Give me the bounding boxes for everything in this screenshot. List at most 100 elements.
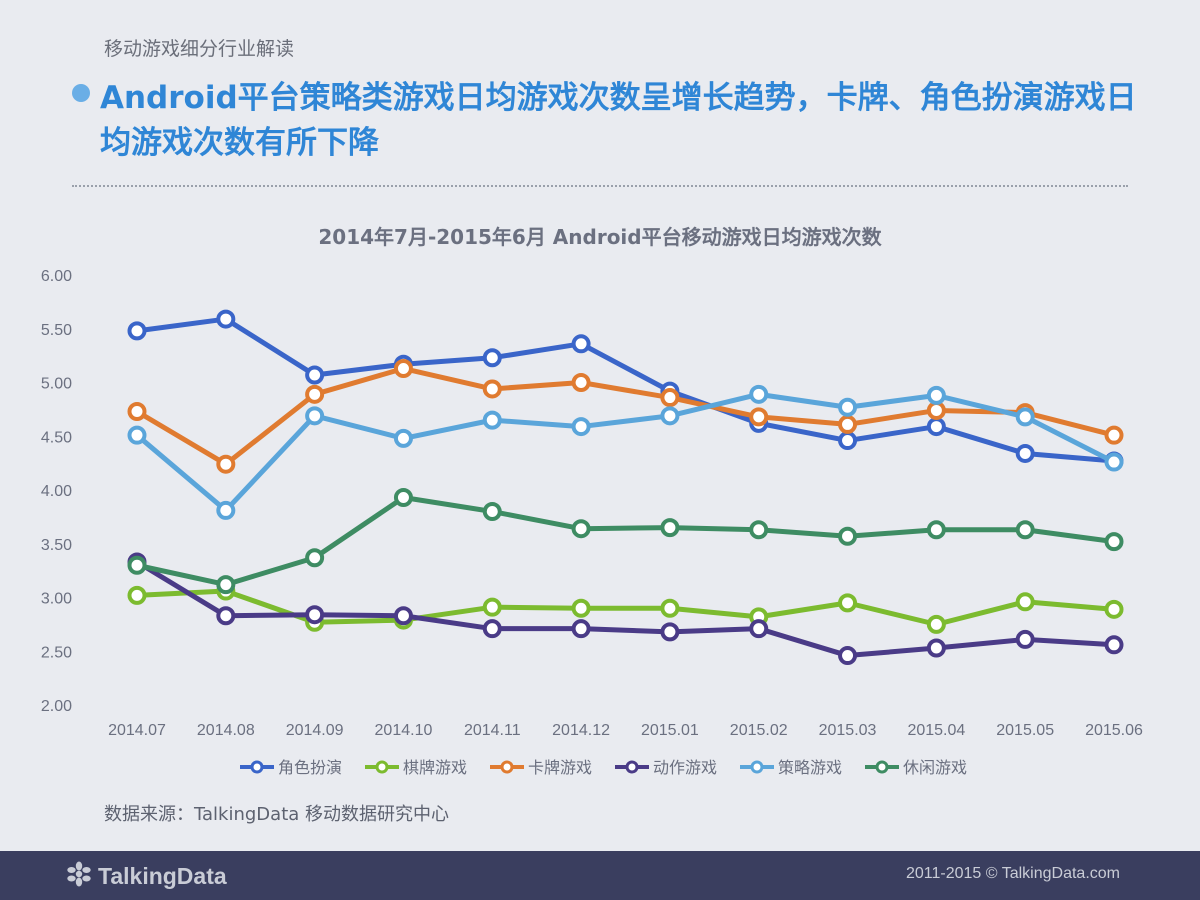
data-point[interactable] <box>660 388 680 408</box>
data-point[interactable] <box>216 309 236 329</box>
data-point[interactable] <box>926 417 946 437</box>
legend-label: 棋牌游戏 <box>403 758 467 777</box>
x-tick-label: 2014.09 <box>286 722 344 739</box>
legend-item[interactable]: 卡牌游戏 <box>490 758 592 777</box>
y-tick-label: 6.00 <box>41 268 72 285</box>
data-point[interactable] <box>1015 407 1035 427</box>
data-point[interactable] <box>838 593 858 613</box>
legend-swatch-marker <box>875 760 889 774</box>
legend-item[interactable]: 休闲游戏 <box>865 758 967 777</box>
data-point[interactable] <box>926 400 946 420</box>
data-point[interactable] <box>393 359 413 379</box>
series-line <box>134 495 1117 588</box>
data-point[interactable] <box>305 406 325 426</box>
series-line <box>134 366 1117 467</box>
data-point[interactable] <box>127 321 147 341</box>
data-point[interactable] <box>393 428 413 448</box>
data-point[interactable] <box>482 410 502 430</box>
data-point[interactable] <box>216 500 236 520</box>
data-point[interactable] <box>749 407 769 427</box>
data-point[interactable] <box>305 384 325 404</box>
data-point[interactable] <box>1104 599 1124 619</box>
data-point[interactable] <box>571 417 591 437</box>
data-point[interactable] <box>482 619 502 639</box>
data-point[interactable] <box>127 425 147 445</box>
data-point[interactable] <box>571 598 591 618</box>
x-tick-label: 2014.08 <box>197 722 255 739</box>
data-point[interactable] <box>838 526 858 546</box>
data-point[interactable] <box>482 502 502 521</box>
legend-item[interactable]: 动作游戏 <box>615 758 717 777</box>
data-point[interactable] <box>926 638 946 658</box>
data-point[interactable] <box>1104 425 1124 445</box>
data-point[interactable] <box>1104 635 1124 655</box>
data-point[interactable] <box>305 365 325 385</box>
data-point[interactable] <box>305 605 325 625</box>
x-tick-label: 2015.04 <box>907 722 965 739</box>
page-title: Android平台策略类游戏日均游戏次数呈增长趋势，卡牌、角色扮演游戏日均游戏次… <box>100 80 1137 161</box>
data-point[interactable] <box>749 520 769 540</box>
data-point[interactable] <box>305 548 325 568</box>
data-point[interactable] <box>926 614 946 634</box>
data-point[interactable] <box>838 646 858 666</box>
data-point[interactable] <box>127 585 147 605</box>
data-point[interactable] <box>1015 592 1035 612</box>
data-point[interactable] <box>660 622 680 642</box>
legend-swatch-marker <box>500 760 514 774</box>
legend-label: 动作游戏 <box>653 758 717 777</box>
data-point[interactable] <box>393 488 413 508</box>
data-point[interactable] <box>1015 520 1035 540</box>
line-chart: 2014年7月-2015年6月 Android平台移动游戏日均游戏次数 2.00… <box>41 225 1143 777</box>
x-tick-label: 2014.11 <box>464 722 521 739</box>
source-note: 数据来源：TalkingData 移动数据研究中心 <box>104 804 450 825</box>
title-bullet-icon <box>72 84 90 102</box>
data-point[interactable] <box>1104 532 1124 552</box>
series-line <box>134 559 1117 659</box>
data-point[interactable] <box>1015 443 1035 463</box>
data-point[interactable] <box>571 373 591 392</box>
legend-item[interactable]: 棋牌游戏 <box>365 758 467 777</box>
data-point[interactable] <box>1104 452 1124 472</box>
data-point[interactable] <box>127 402 147 422</box>
data-point[interactable] <box>216 606 236 626</box>
x-tick-label: 2015.01 <box>641 722 699 739</box>
y-tick-label: 3.50 <box>41 537 72 554</box>
legend-swatch-marker <box>625 760 639 774</box>
legend-label: 策略游戏 <box>778 758 842 777</box>
data-point[interactable] <box>482 379 502 399</box>
data-point[interactable] <box>393 606 413 626</box>
data-point[interactable] <box>571 334 591 354</box>
data-point[interactable] <box>1015 629 1035 649</box>
x-tick-label: 2014.07 <box>108 722 166 739</box>
x-tick-label: 2014.10 <box>375 722 433 739</box>
data-point[interactable] <box>926 385 946 405</box>
data-point[interactable] <box>482 597 502 617</box>
data-point[interactable] <box>838 431 858 451</box>
data-point[interactable] <box>749 619 769 639</box>
data-point[interactable] <box>749 384 769 404</box>
series-5 <box>127 384 1124 520</box>
data-point[interactable] <box>571 519 591 539</box>
data-point[interactable] <box>216 454 236 474</box>
series-2 <box>127 581 1124 634</box>
data-point[interactable] <box>482 348 502 368</box>
legend-label: 休闲游戏 <box>903 758 967 777</box>
footer-logo-text: TalkingData <box>98 862 227 889</box>
data-point[interactable] <box>660 598 680 618</box>
data-point[interactable] <box>216 575 236 595</box>
data-point[interactable] <box>660 406 680 426</box>
y-tick-label: 2.50 <box>41 644 72 661</box>
data-point[interactable] <box>127 555 147 575</box>
x-tick-label: 2015.02 <box>730 722 788 739</box>
legend-swatch-marker <box>375 760 389 774</box>
data-point[interactable] <box>660 518 680 538</box>
legend-item[interactable]: 角色扮演 <box>240 758 342 777</box>
data-point[interactable] <box>838 397 858 417</box>
data-point[interactable] <box>571 619 591 639</box>
data-point[interactable] <box>926 520 946 540</box>
series-3 <box>127 359 1124 474</box>
x-tick-label: 2015.06 <box>1085 722 1143 739</box>
legend-item[interactable]: 策略游戏 <box>740 758 842 777</box>
data-point[interactable] <box>838 414 858 434</box>
footer-logo[interactable]: TalkingData <box>66 860 227 892</box>
